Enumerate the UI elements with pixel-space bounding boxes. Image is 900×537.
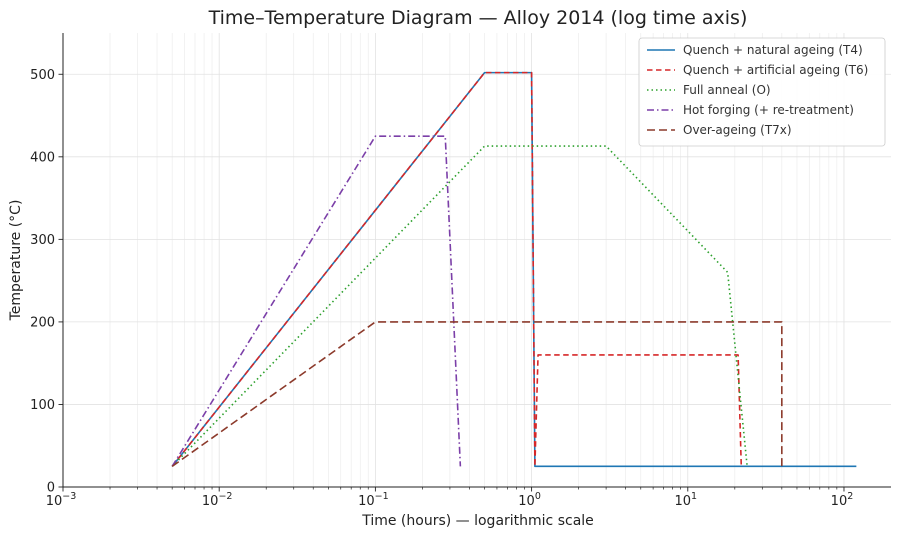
legend-entry-label: Over-ageing (T7x) bbox=[683, 123, 792, 137]
legend-entry-label: Quench + natural ageing (T4) bbox=[683, 43, 863, 57]
y-tick-label: 500 bbox=[30, 68, 55, 83]
x-tick-label: 10−1 bbox=[358, 491, 389, 509]
series-line-3 bbox=[171, 145, 748, 467]
x-axis-label: Time (hours) — logarithmic scale bbox=[361, 513, 594, 529]
x-tick-label: 102 bbox=[831, 491, 854, 509]
y-axis-label: Temperature (°C) bbox=[8, 200, 24, 322]
x-tick-label: 10−2 bbox=[202, 491, 233, 509]
y-tick-label: 300 bbox=[30, 233, 55, 248]
series-line-4 bbox=[171, 135, 462, 467]
y-tick-label: 0 bbox=[47, 481, 55, 496]
series-layer bbox=[171, 71, 857, 468]
legend-entry-label: Full anneal (O) bbox=[683, 83, 771, 97]
y-tick-label: 400 bbox=[30, 150, 55, 165]
legend: Quench + natural ageing (T4) Quench + art… bbox=[638, 37, 886, 147]
y-tick-label: 100 bbox=[30, 398, 55, 413]
series-line-2 bbox=[171, 71, 743, 468]
legend-frame bbox=[638, 37, 886, 147]
x-tick-label: 100 bbox=[518, 491, 541, 509]
axes-layer bbox=[62, 33, 891, 488]
x-tick-label: 101 bbox=[674, 491, 697, 509]
legend-entry-label: Hot forging (+ re-treatment) bbox=[683, 103, 854, 117]
chart-title: Time–Temperature Diagram — Alloy 2014 (l… bbox=[208, 7, 748, 29]
legend-entry-label: Quench + artificial ageing (T6) bbox=[683, 63, 868, 77]
series-line-5 bbox=[171, 321, 783, 468]
y-tick-label: 200 bbox=[30, 315, 55, 330]
ticks-layer: 10−3 10−2 10−1 100 101 102 0 100 200 300 400 500 bbox=[30, 68, 853, 509]
x-tick-label: 10−3 bbox=[46, 491, 77, 509]
